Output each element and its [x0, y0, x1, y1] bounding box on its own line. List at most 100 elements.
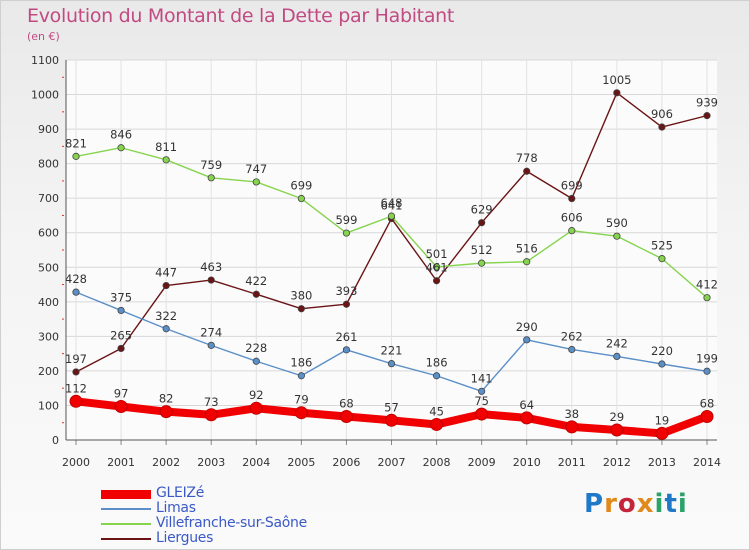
x-tick-label: 2011	[558, 456, 586, 469]
data-label: 220	[651, 344, 673, 358]
data-point	[114, 399, 128, 413]
data-label: 461	[426, 261, 448, 275]
data-label: 463	[200, 260, 222, 274]
logo-letter: i	[677, 489, 688, 519]
data-point	[568, 194, 576, 203]
data-label: 1005	[602, 73, 631, 87]
data-point	[478, 219, 486, 227]
data-point	[432, 277, 441, 285]
data-point	[520, 411, 534, 425]
data-point	[117, 144, 125, 152]
data-point	[72, 288, 80, 296]
x-tick-label: 2014	[693, 456, 721, 469]
data-label: 199	[696, 351, 718, 365]
data-label: 186	[426, 356, 448, 370]
data-point	[69, 394, 83, 408]
data-point	[72, 368, 80, 376]
data-point	[297, 305, 305, 313]
x-tick-label: 2006	[332, 456, 360, 469]
data-label: 79	[294, 393, 309, 407]
data-label: 265	[110, 328, 132, 342]
legend-label: Liergues	[156, 530, 214, 546]
logo-letter: P	[584, 489, 605, 519]
x-tick-label: 2000	[62, 456, 90, 469]
data-label: 393	[335, 284, 357, 298]
legend-label: GLEIZé	[156, 485, 205, 501]
logo-letter: r	[604, 489, 618, 519]
x-tick-label: 2007	[378, 456, 406, 469]
data-point	[342, 346, 351, 354]
data-point	[387, 360, 396, 368]
data-label: 778	[516, 151, 538, 165]
data-label: 92	[249, 388, 264, 402]
data-label: 19	[655, 413, 670, 427]
data-point	[703, 367, 711, 375]
y-tick-label: 1000	[31, 89, 59, 102]
data-label: 68	[700, 397, 715, 411]
data-label: 380	[290, 289, 312, 303]
data-point	[207, 174, 215, 182]
data-label: 221	[381, 344, 403, 358]
data-label: 629	[471, 203, 493, 217]
y-tick-label: 200	[38, 365, 59, 378]
legend-item: Villefranche-sur-Saône	[101, 515, 361, 532]
data-label: 747	[245, 162, 267, 176]
data-point	[297, 372, 305, 380]
data-point	[613, 352, 621, 360]
data-point	[655, 426, 669, 440]
y-tick-label: 100	[38, 399, 59, 412]
data-label: 939	[696, 96, 718, 110]
y-tick-label: 500	[38, 261, 59, 274]
legend-item: Limas	[101, 500, 361, 517]
data-point	[117, 306, 125, 315]
y-tick-label: 800	[38, 158, 59, 171]
data-point	[204, 408, 218, 422]
data-label: 228	[245, 341, 267, 355]
data-label: 811	[155, 140, 177, 154]
logo-letter: o	[617, 489, 637, 519]
legend-swatch	[101, 508, 151, 510]
data-label: 428	[65, 272, 87, 286]
data-point	[568, 345, 576, 354]
chart-title: Evolution du Montant de la Dette par Hab…	[27, 5, 455, 27]
data-point	[523, 167, 531, 175]
data-point	[523, 258, 531, 266]
data-label: 112	[65, 381, 87, 395]
y-tick-label: 400	[38, 296, 59, 309]
legend-swatch	[101, 538, 151, 540]
data-point	[252, 178, 260, 186]
logo-letter: x	[636, 489, 655, 519]
y-tick-label: 1100	[31, 54, 59, 67]
y-tick-label: 700	[38, 192, 59, 205]
data-label: 68	[339, 397, 354, 411]
x-tick-label: 2003	[197, 456, 225, 469]
x-tick-label: 2001	[107, 456, 135, 469]
data-label: 186	[290, 356, 312, 370]
y-tick-label: 300	[38, 330, 59, 343]
data-point	[159, 405, 173, 419]
data-label: 759	[200, 158, 222, 172]
data-label: 262	[561, 329, 583, 343]
data-point	[478, 387, 486, 395]
x-tick-label: 2010	[513, 456, 541, 469]
data-label: 322	[155, 309, 177, 323]
data-label: 501	[426, 247, 448, 261]
data-point	[162, 281, 170, 290]
data-label: 525	[651, 239, 673, 253]
data-point	[387, 212, 396, 220]
data-label: 242	[606, 336, 628, 350]
data-point	[339, 410, 353, 424]
legend-label: Limas	[156, 500, 196, 516]
data-point	[703, 294, 711, 302]
data-point	[703, 112, 711, 120]
data-label: 599	[335, 213, 357, 227]
data-point	[432, 263, 441, 271]
data-label: 516	[516, 242, 538, 256]
data-label: 290	[516, 320, 538, 334]
logo-letter: i	[654, 489, 665, 519]
data-label: 261	[335, 330, 357, 344]
data-label: 641	[381, 199, 403, 213]
y-tick-label: 900	[38, 123, 59, 136]
x-tick-label: 2005	[287, 456, 315, 469]
